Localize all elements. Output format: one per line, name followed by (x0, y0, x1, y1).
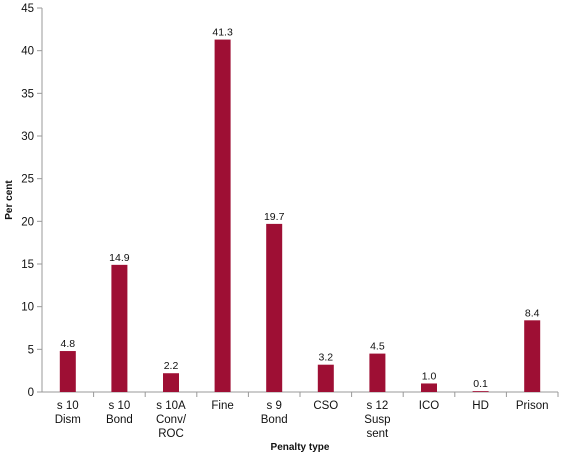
bar (524, 320, 541, 392)
bar (369, 353, 386, 392)
x-axis: s 10 Dism s 10 Bond s 10A Conv/ROC Fine s 9 Bond… (42, 391, 559, 440)
y-tick-label: 30 (21, 131, 34, 143)
data-label: 2.2 (164, 360, 179, 372)
y-axis-title: Per cent (4, 180, 15, 220)
x-tick-label: HD (472, 400, 489, 412)
x-tick-label: s 10A Conv/ROC (156, 400, 187, 440)
x-tick-label: Fine (211, 400, 233, 412)
data-label: 41.3 (212, 27, 233, 39)
bar (421, 383, 437, 392)
bar (214, 39, 231, 392)
data-label: 19.7 (264, 211, 285, 223)
x-tick-label: ICO (419, 400, 440, 412)
data-label: 14.9 (109, 252, 130, 264)
data-label: 0.1 (473, 378, 488, 390)
y-tick-label: 40 (21, 46, 34, 58)
y-tick-label: 10 (21, 302, 34, 314)
bar (472, 391, 489, 392)
x-tick-label: s 10 Dism (55, 400, 81, 426)
data-label: 4.5 (370, 341, 385, 353)
y-tick-label: 25 (21, 174, 34, 186)
data-label: 4.8 (60, 338, 75, 350)
x-axis-title: Penalty type (271, 442, 330, 453)
bars (59, 39, 541, 392)
y-tick-label: 35 (21, 88, 34, 100)
y-tick-label: 20 (21, 216, 34, 228)
y-tick-label: 45 (21, 3, 34, 15)
y-tick-label: 0 (28, 387, 34, 399)
data-labels: 4.8 14.9 2.2 41.3 19.7 3.2 4.5 1.0 0.1 8.4 (60, 27, 539, 391)
x-tick-label: CSO (313, 400, 338, 412)
x-tick-label: Prison (516, 400, 549, 412)
bar (266, 223, 283, 392)
x-tick-label: s 10 Bond (106, 400, 133, 426)
y-axis: 0 5 10 15 20 25 30 35 40 45 (21, 3, 43, 399)
bar (59, 351, 76, 392)
bar (111, 264, 128, 392)
data-label: 1.0 (422, 370, 437, 382)
bar (163, 373, 179, 392)
x-tick-label: s 12 Susp sent (364, 400, 390, 440)
y-tick-label: 5 (28, 344, 34, 356)
x-tick-label: s 9 Bond (261, 400, 288, 426)
data-label: 3.2 (318, 352, 333, 364)
bar (317, 364, 334, 392)
data-label: 8.4 (525, 307, 540, 319)
y-tick-label: 15 (21, 259, 34, 271)
